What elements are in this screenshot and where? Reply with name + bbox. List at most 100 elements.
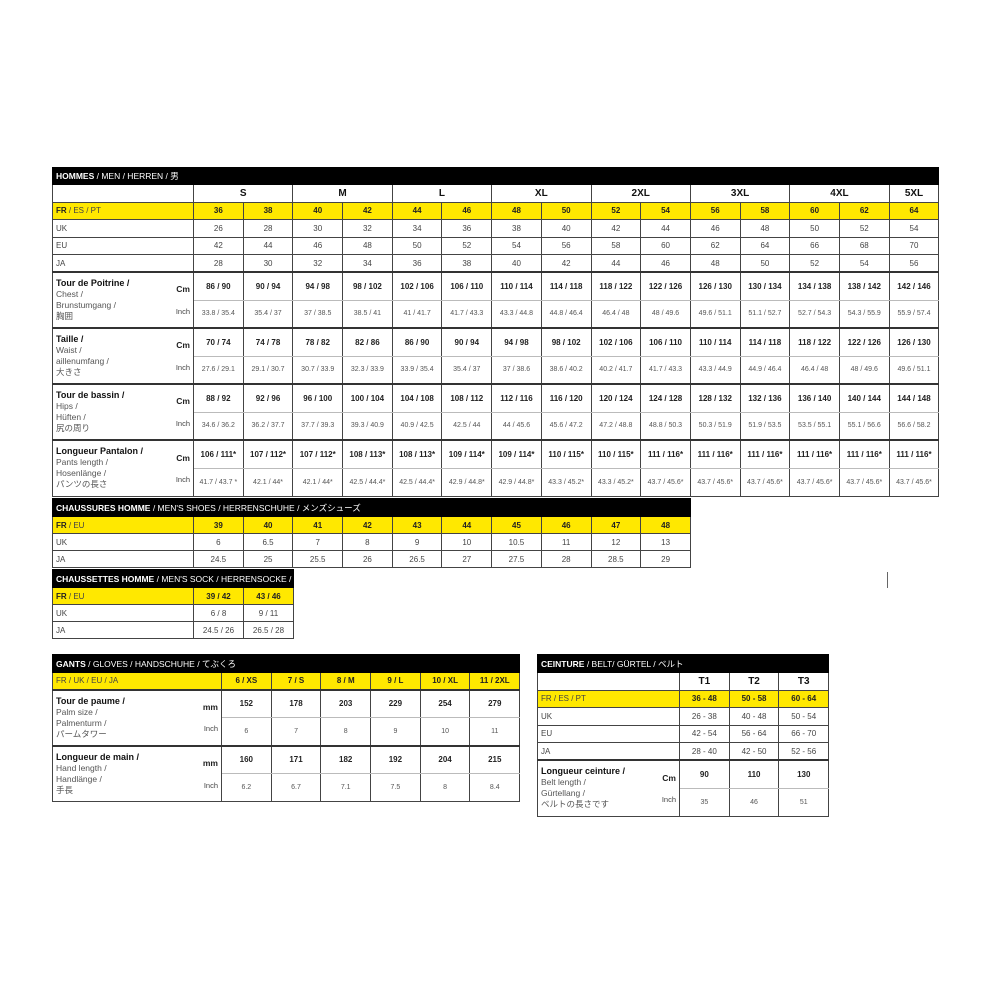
size-cell: 26 xyxy=(342,550,393,568)
measure-cell: 134 / 138 xyxy=(789,271,840,301)
size-cell: 54 xyxy=(838,254,890,273)
size-cell: 42 xyxy=(540,254,592,273)
size-cell: 52 xyxy=(441,236,493,255)
measure-translation: Palm size / xyxy=(56,706,98,717)
size-cell: 44 xyxy=(640,219,691,238)
size-cell: 12 xyxy=(590,533,642,551)
measure-label: Longueur de main / Hand length / Handlänge… xyxy=(52,744,222,802)
size-cell: 7 xyxy=(292,533,344,551)
highlight-row-label: FR / EU xyxy=(52,587,194,605)
measure-cell-inch: 42.5 / 44 xyxy=(441,411,493,441)
measure-label: Longueur ceinture / Belt length / Gürtella… xyxy=(537,759,680,817)
measure-cell: 144 / 148 xyxy=(888,383,940,413)
unit-label: Inch xyxy=(175,362,190,372)
size-cell: 44 xyxy=(242,236,294,255)
measure-label: Tour de bassin / Hips / Hüften / 尻の周り Cm Inch xyxy=(52,383,194,441)
size-cell: 10 xyxy=(441,533,493,551)
table-title-rest: / GLOVES / HANDSCHUHE / てぶくろ xyxy=(85,658,236,669)
highlight-size-cell: 50 - 58 xyxy=(728,689,780,708)
gloves-size-table: GANTS / GLOVES / HANDSCHUHE / てぶくろ FR / U… xyxy=(51,654,521,802)
measure-cell-inch: 27.6 / 29.1 xyxy=(193,355,244,385)
measure-cell-inch: 38.5 / 41 xyxy=(342,299,393,329)
measure-translation: Hüften / xyxy=(56,412,86,422)
highlight-size-cell: 60 - 64 xyxy=(778,689,830,708)
highlight-row: FR / ES / PT 36 - 48 50 - 58 60 - 64 xyxy=(537,689,830,708)
size-row-ja: JA 24.5 25 25.5 26 26.5 27 27.5 28 28.5 29 xyxy=(52,550,691,568)
measure-row-inch: 34.6 / 36.2 36.2 / 37.7 37.7 / 39.3 39.3 / … xyxy=(53,411,940,441)
highlight-size-cell: 62 xyxy=(838,201,890,220)
measure-label-text: Tour de paume / Palm size / Palmenturm / パー… xyxy=(56,696,125,740)
measure-cell: 120 / 124 xyxy=(590,383,642,413)
measure-row: Tour de Poitrine / Chest / Brunstumgang / 胸… xyxy=(52,271,940,329)
highlight-row-label: FR / UK / EU / JA xyxy=(52,672,222,690)
unit-label: mm xyxy=(202,758,218,768)
highlight-label-rest: FR / UK / EU / JA xyxy=(56,676,119,686)
highlight-size-cell: 47 xyxy=(590,516,642,534)
highlight-size-cell: 36 xyxy=(193,201,244,220)
measure-cell: 130 / 134 xyxy=(739,271,791,301)
table-title-rest: / BELT/ GÜRTEL / ベルト xyxy=(584,658,684,669)
highlight-label-bold: FR xyxy=(56,591,67,601)
measure-cell-inch: 54.3 / 55.9 xyxy=(838,299,890,329)
measure-cell-inch: 55.1 / 56.6 xyxy=(838,411,890,441)
measure-cell: 106 / 110 xyxy=(640,327,691,357)
highlight-row: FR / EU 39 / 42 43 / 46 xyxy=(52,587,294,605)
table-title-bold: CEINTURE xyxy=(541,658,585,669)
size-cell: 6 xyxy=(193,533,244,551)
size-cell: 28 xyxy=(193,254,244,273)
measure-title: Longueur ceinture / xyxy=(541,766,626,777)
size-cell: 46 xyxy=(640,254,691,273)
measure-label-wrap: Tour de Poitrine / Chest / Brunstumgang / 胸… xyxy=(56,278,190,322)
size-cell: 28 - 40 xyxy=(679,742,730,761)
highlight-size-cell: 56 xyxy=(689,201,741,220)
measure-cell: 106 / 111* xyxy=(193,439,244,469)
measure-cell-inch: 43.7 / 45.6* xyxy=(838,467,890,497)
measure-cell: 112 / 116 xyxy=(491,383,542,413)
size-cell: 25.5 xyxy=(292,550,344,568)
size-cell: 52 xyxy=(838,219,890,238)
highlight-size-cell: 64 xyxy=(888,201,940,220)
size-cell: 38 xyxy=(441,254,493,273)
unit-label: Inch xyxy=(203,724,218,734)
size-cell: 42 xyxy=(193,236,244,255)
size-row-uk: UK 26 28 30 32 34 36 38 40 42 44 46 48 50 52 54 xyxy=(52,219,940,238)
table-title: CHAUSSURES HOMME / MEN'S SHOES / HERRENS… xyxy=(52,498,691,517)
unit-label: Cm xyxy=(176,452,190,463)
highlight-row-label: FR / ES / PT xyxy=(52,201,194,220)
unit-label: Cm xyxy=(176,284,190,295)
measure-cell: 86 / 90 xyxy=(193,271,244,301)
unit-label: Cm xyxy=(662,772,676,783)
measure-cell-inch: 40.9 / 42.5 xyxy=(391,411,443,441)
highlight-label-rest: / EU xyxy=(66,591,85,601)
highlight-size-cell: 36 - 48 xyxy=(679,689,730,708)
size-row-ja: JA 28 - 40 42 - 50 52 - 56 xyxy=(537,742,830,761)
measure-row-inch: 27.6 / 29.1 29.1 / 30.7 30.7 / 33.9 32.3 / … xyxy=(53,355,940,385)
measure-cell: 111 / 116* xyxy=(689,439,741,469)
measure-units: Cm Inch xyxy=(662,766,676,810)
measure-cell: 171 xyxy=(270,744,322,774)
measure-cell-inch: 37 / 38.5 xyxy=(292,299,344,329)
measure-translation: Belt length / xyxy=(541,777,586,788)
measure-cell-inch: 6.7 xyxy=(270,773,322,802)
measure-cell: 94 / 98 xyxy=(491,327,542,357)
measure-row: Tour de paume / Palm size / Palmenturm / パー… xyxy=(52,688,521,746)
size-cell: 25 xyxy=(242,550,294,568)
measure-label-wrap: Tour de bassin / Hips / Hüften / 尻の周り Cm Inch xyxy=(56,390,190,434)
size-cell: 28.5 xyxy=(590,550,642,568)
measure-label: Taille / Waist / aillenumfang / 大きさ Cm Inch xyxy=(52,327,194,385)
table-title-row: CHAUSSURES HOMME / MEN'S SHOES / HERRENS… xyxy=(52,498,691,517)
size-cell: 38 xyxy=(491,219,542,238)
size-cell: 26 xyxy=(193,219,244,238)
measure-cell-inch: 49.6 / 51.1 xyxy=(689,299,741,329)
size-header-empty xyxy=(52,184,194,203)
table-title-row: GANTS / GLOVES / HANDSCHUHE / てぶくろ xyxy=(51,654,521,673)
unit-label: Cm xyxy=(176,340,190,351)
size-row-eu: EU 42 - 54 56 - 64 66 - 70 xyxy=(537,724,830,743)
size-cell: 10.5 xyxy=(491,533,542,551)
measure-cell: 108 / 112 xyxy=(441,383,493,413)
size-header-row: T1 T2 T3 xyxy=(537,672,830,691)
size-cell: 48 xyxy=(342,236,393,255)
size-cell: 28 xyxy=(540,550,592,568)
measure-cell: 110 / 114 xyxy=(491,271,542,301)
size-cell: 56 - 64 xyxy=(728,724,780,743)
